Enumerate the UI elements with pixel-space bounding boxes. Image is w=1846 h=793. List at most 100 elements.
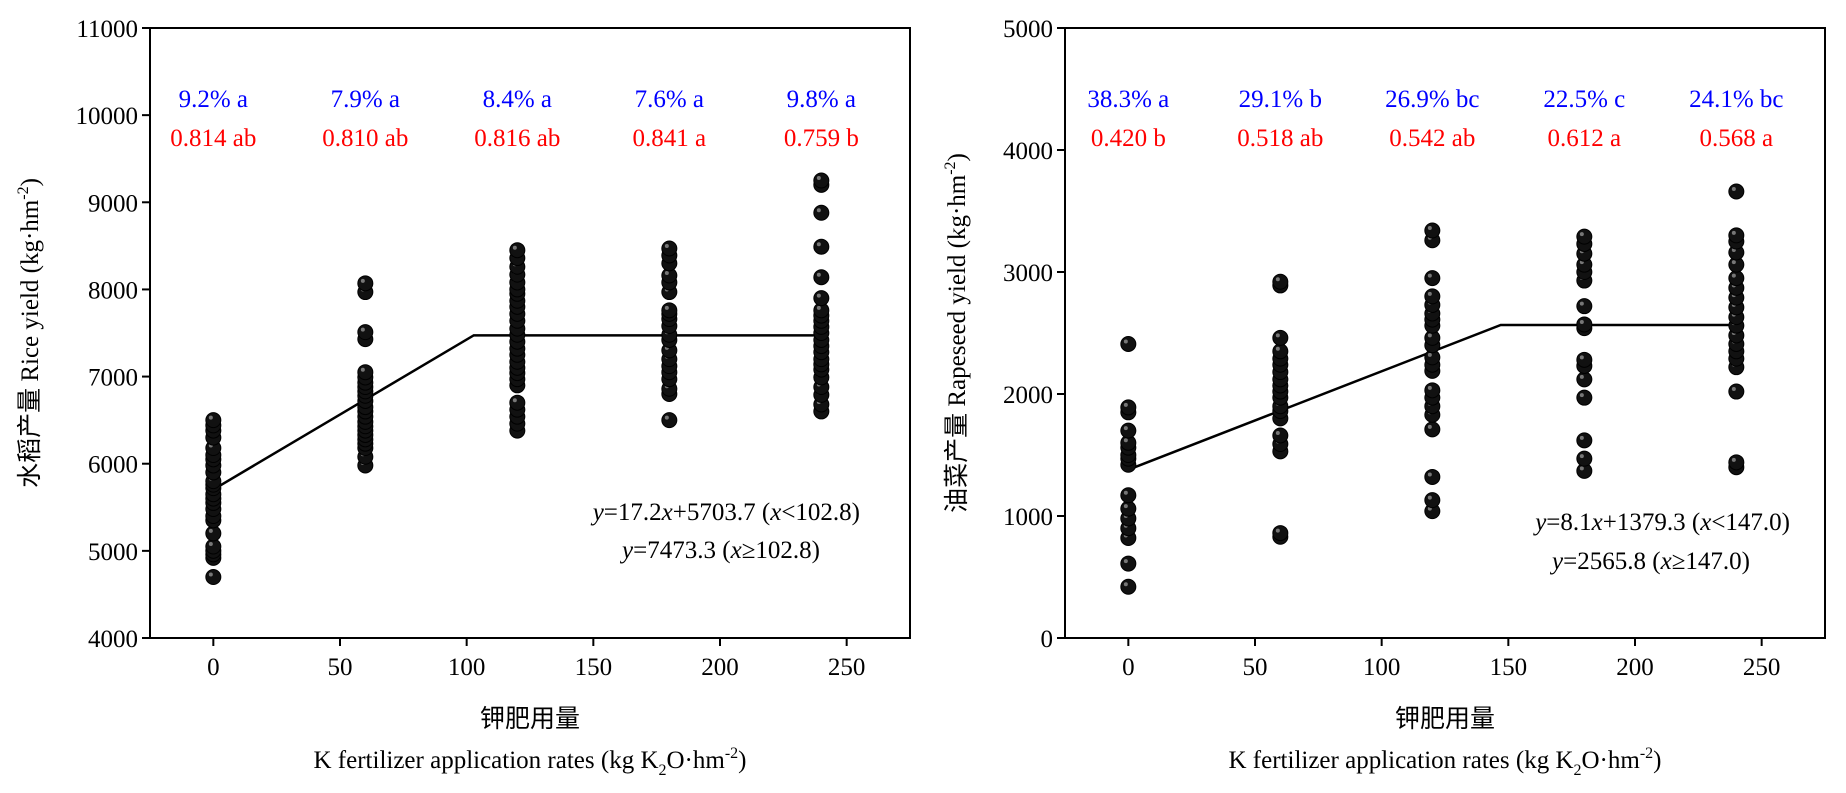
equation-line-1: y=8.1x+1379.3 (x<147.0) bbox=[1532, 509, 1790, 536]
data-point-highlight bbox=[1427, 273, 1432, 278]
ratio-annotation: 0.542 ab bbox=[1389, 125, 1475, 152]
cv-annotation: 38.3% a bbox=[1087, 86, 1169, 113]
data-point bbox=[661, 302, 678, 319]
data-point-highlight bbox=[208, 572, 213, 577]
x-tick-label: 0 bbox=[1122, 654, 1135, 681]
rapeseed-yield-chart: 0 1000 2000 3000 4000 5000 0 50 100 150 200 250 38.3… bbox=[942, 16, 1826, 779]
cv-annotation: 9.2% a bbox=[179, 86, 248, 113]
data-point bbox=[1576, 228, 1593, 245]
y-axis-label: 水稻产量 Rice yield (kg·hm-2) bbox=[15, 178, 44, 488]
ratio-annotation: 0.816 ab bbox=[474, 125, 560, 152]
data-point bbox=[1576, 432, 1593, 449]
data-point bbox=[1728, 383, 1745, 400]
x-axis-label-en: K fertilizer application rates (kg K2O·h… bbox=[1229, 745, 1662, 779]
data-point-highlight bbox=[512, 245, 517, 250]
data-point-highlight bbox=[1275, 430, 1280, 435]
data-point bbox=[205, 569, 222, 585]
x-tick-label: 250 bbox=[1743, 654, 1781, 681]
y-tick-label: 8000 bbox=[88, 277, 138, 304]
equation-line-1: y=17.2x+5703.7 (x<102.8) bbox=[590, 499, 860, 526]
data-point bbox=[1576, 389, 1593, 406]
data-point-highlight bbox=[664, 270, 669, 275]
x-tick-label: 100 bbox=[1363, 654, 1401, 681]
data-point-highlight bbox=[1579, 319, 1584, 324]
cv-annotation: 22.5% c bbox=[1543, 86, 1625, 113]
cv-annotation: 7.9% a bbox=[331, 86, 400, 113]
data-point bbox=[813, 269, 830, 286]
data-point bbox=[1272, 329, 1289, 346]
data-point-highlight bbox=[1123, 438, 1128, 443]
x-tick-label: 200 bbox=[701, 654, 739, 681]
data-point-highlight bbox=[1427, 226, 1432, 231]
data-point-highlight bbox=[512, 398, 517, 403]
data-point bbox=[1424, 468, 1441, 485]
ratio-annotation: 0.420 b bbox=[1091, 125, 1166, 152]
data-point-highlight bbox=[1427, 333, 1432, 338]
fit-line bbox=[212, 334, 822, 491]
data-point-highlight bbox=[1579, 466, 1584, 471]
y-tick-label: 2000 bbox=[1003, 382, 1053, 409]
data-point-highlight bbox=[1275, 528, 1280, 533]
y-tick-label: 9000 bbox=[88, 190, 138, 217]
data-point bbox=[1272, 427, 1289, 444]
data-point-highlight bbox=[1427, 424, 1432, 429]
data-point bbox=[205, 412, 222, 429]
data-point-highlight bbox=[1579, 435, 1584, 440]
plot-frame bbox=[1064, 27, 1826, 639]
data-point-highlight bbox=[1123, 582, 1128, 587]
data-point-highlight bbox=[1275, 277, 1280, 282]
data-point bbox=[1424, 421, 1441, 438]
data-point bbox=[1120, 399, 1137, 416]
data-point-highlight bbox=[1427, 291, 1432, 296]
x-tick-label: 250 bbox=[828, 654, 866, 681]
data-point bbox=[1424, 222, 1441, 239]
ratio-annotation: 0.518 ab bbox=[1237, 125, 1323, 152]
data-point-highlight bbox=[816, 176, 821, 180]
y-tick-label: 5000 bbox=[88, 539, 138, 566]
x-axis-label-en: K fertilizer application rates (kg K2O·h… bbox=[314, 745, 747, 779]
data-point-highlight bbox=[1123, 339, 1128, 344]
data-point-highlight bbox=[360, 327, 365, 332]
y-tick-label: 1000 bbox=[1003, 504, 1053, 531]
data-point bbox=[1576, 371, 1593, 388]
data-point bbox=[1120, 500, 1137, 517]
cv-annotation: 24.1% bc bbox=[1689, 86, 1783, 113]
data-point bbox=[1576, 316, 1593, 333]
data-point-highlight bbox=[1275, 333, 1280, 338]
data-point-highlight bbox=[360, 278, 365, 283]
y-tick-label: 6000 bbox=[88, 452, 138, 479]
y-tick-label: 11000 bbox=[76, 16, 138, 43]
cv-annotation: 8.4% a bbox=[483, 86, 552, 113]
x-tick-label: 0 bbox=[207, 654, 220, 681]
x-tick-label: 50 bbox=[328, 654, 353, 681]
data-point bbox=[813, 238, 830, 255]
data-point bbox=[1728, 227, 1745, 244]
data-point-highlight bbox=[1731, 186, 1736, 191]
x-tick-label: 50 bbox=[1243, 654, 1268, 681]
data-point bbox=[813, 172, 830, 189]
ratio-annotation: 0.759 b bbox=[784, 125, 859, 152]
x-tick-label: 100 bbox=[448, 654, 486, 681]
data-point-highlight bbox=[1579, 301, 1584, 306]
ratio-annotation: 0.814 ab bbox=[170, 125, 256, 152]
cv-annotation: 9.8% a bbox=[787, 86, 856, 113]
data-point bbox=[1576, 450, 1593, 467]
data-point bbox=[1272, 525, 1289, 542]
rice-yield-chart: 4000 5000 6000 7000 8000 9000 10000 11000 0 50 100… bbox=[15, 16, 911, 779]
data-point bbox=[1272, 343, 1289, 360]
ratio-annotation: 0.810 ab bbox=[322, 125, 408, 152]
equation-line-2: y=2565.8 (x≥147.0) bbox=[1549, 548, 1750, 575]
data-point bbox=[1120, 422, 1137, 439]
x-axis-label-cn: 钾肥用量 bbox=[1395, 705, 1495, 733]
cv-annotation: 7.6% a bbox=[635, 86, 704, 113]
data-point-highlight bbox=[1579, 454, 1584, 459]
data-point bbox=[357, 275, 374, 292]
y-tick-label: 5000 bbox=[1003, 16, 1053, 43]
data-point bbox=[1120, 555, 1137, 572]
data-point-highlight bbox=[1123, 426, 1128, 431]
data-point-highlight bbox=[208, 528, 213, 533]
x-tick-label: 200 bbox=[1616, 654, 1654, 681]
data-point bbox=[509, 394, 526, 411]
data-point-highlight bbox=[1731, 457, 1736, 462]
data-point-highlight bbox=[1579, 355, 1584, 360]
